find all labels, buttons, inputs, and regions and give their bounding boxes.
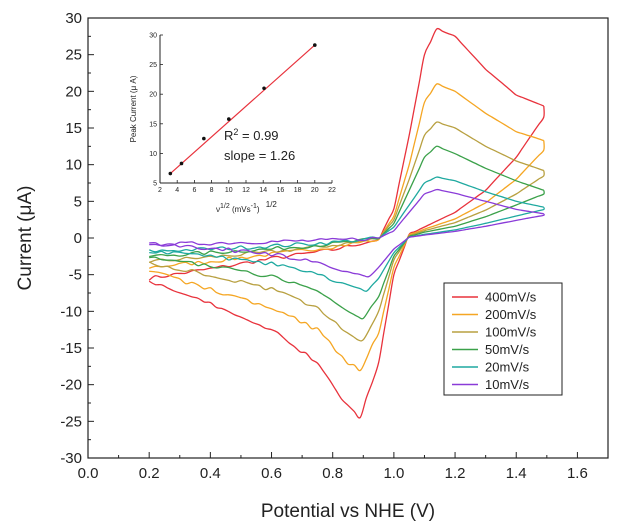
inset-x-tick-label: 16 xyxy=(277,187,285,194)
cv-curve-10mv-s-reverse xyxy=(149,213,545,278)
inset-data-point xyxy=(179,161,184,166)
y-tick-label: 5 xyxy=(74,193,82,210)
y-axis: -30 -25 -20 -15 -10 -5 0 5 10 15 20 25 30 xyxy=(60,10,94,467)
x-tick-label: 1.2 xyxy=(445,465,466,482)
inset-r2-annotation: R2 = 0.99 xyxy=(224,127,279,143)
inset-y-tick-label: 15 xyxy=(149,121,157,128)
cv-curve-20mv-s-forward xyxy=(148,176,544,253)
inset-x-tick-label: 20 xyxy=(311,187,319,194)
y-tick-label: 20 xyxy=(65,83,82,100)
inset-data-point xyxy=(227,117,231,121)
inset-x-tick-label: 10 xyxy=(225,187,233,194)
y-tick-label: 30 xyxy=(65,10,82,27)
cv-curve-200mv-s-reverse xyxy=(149,140,545,372)
y-tick-label: -25 xyxy=(60,413,82,430)
cv-curve-50mv-s-reverse xyxy=(149,190,545,320)
inset-x-axis-title-part: -1 xyxy=(251,203,257,210)
inset-x-tick-label: 14 xyxy=(259,187,267,194)
inset-y-tick-label: 5 xyxy=(153,181,157,188)
inset-x-tick-label: 6 xyxy=(192,187,196,194)
legend-label: 100mV/s xyxy=(485,325,537,340)
y-tick-label: -20 xyxy=(60,377,82,394)
legend-label: 10mV/s xyxy=(485,377,530,392)
x-tick-label: 1.6 xyxy=(567,465,588,482)
legend-label: 400mV/s xyxy=(485,290,537,305)
legend-label: 200mV/s xyxy=(485,307,537,322)
cv-curve-100mv-s-reverse xyxy=(148,170,545,342)
y-tick-label: -30 xyxy=(60,450,82,467)
inset-fit-line xyxy=(169,44,316,174)
x-tick-label: 0.2 xyxy=(139,465,160,482)
inset-slope-annotation: slope = 1.26 xyxy=(224,148,295,163)
y-axis-title: Current (μA) xyxy=(15,186,36,291)
x-tick-label: 1.4 xyxy=(506,465,527,482)
y-tick-label: -15 xyxy=(60,340,82,357)
inset-data-point xyxy=(168,171,173,176)
inset-x-tick-label: 12 xyxy=(242,187,250,194)
inset-x-tick-label: 4 xyxy=(175,187,179,194)
y-tick-label: -10 xyxy=(60,303,82,320)
inset-x-tick-label: 22 xyxy=(328,187,336,194)
legend-label: 50mV/s xyxy=(485,342,530,357)
inset-x-axis-title-part: 1/2 xyxy=(264,200,278,209)
inset-y-tick-label: 25 xyxy=(149,62,157,69)
legend: 400mV/s 200mV/s 100mV/s 50mV/s 20mV/s 10mV/s xyxy=(443,282,563,396)
y-tick-label: -5 xyxy=(69,267,82,284)
y-tick-label: 10 xyxy=(65,157,82,174)
x-tick-label: 0.0 xyxy=(78,465,99,482)
x-tick-label: 0.8 xyxy=(322,465,343,482)
cv-curve-20mv-s-reverse xyxy=(149,207,545,292)
inset-x-axis-title-part: ) xyxy=(257,205,260,214)
inset-data-point xyxy=(262,86,266,91)
legend-label: 20mV/s xyxy=(485,360,530,375)
inset-x-tick-label: 2 xyxy=(158,187,162,194)
legend-box xyxy=(443,282,563,396)
x-axis: 0.0 0.2 0.4 0.6 0.8 1.0 1.2 1.4 1.6 xyxy=(78,452,588,482)
inset-y-tick-label: 20 xyxy=(149,92,157,99)
y-tick-label: 15 xyxy=(65,120,82,137)
inset-x-axis-title-part: ν xyxy=(216,205,220,214)
cv-curves xyxy=(148,27,545,419)
cv-curve-10mv-s-forward xyxy=(149,188,544,247)
y-tick-label: 25 xyxy=(65,47,82,64)
inset-x-tick-label: 8 xyxy=(210,187,214,194)
inset-data-point xyxy=(313,43,317,47)
inset-x-axis-title: ν1/2 (mVs-1) 1/2 xyxy=(216,200,277,214)
inset-r2-value: = 0.99 xyxy=(238,128,278,143)
inset-y-tick-label: 30 xyxy=(149,33,157,40)
inset-x-axis-title-part: (mVs xyxy=(230,205,251,214)
x-tick-label: 1.0 xyxy=(383,465,404,482)
inset-plot: 2 4 6 8 10 12 14 16 18 20 22 5 10 15 20 25 30 Peak Curren… xyxy=(129,33,336,215)
x-axis-title: Potential vs NHE (V) xyxy=(261,501,435,522)
inset-y-tick-label: 10 xyxy=(149,151,157,158)
x-tick-label: 0.4 xyxy=(200,465,221,482)
cv-curve-400mv-s-forward xyxy=(148,27,545,281)
y-tick-label: 0 xyxy=(74,230,82,247)
inset-y-axis-title: Peak Current (μ A) xyxy=(129,75,138,142)
inset-x-tick-label: 18 xyxy=(294,187,302,194)
x-tick-label: 0.6 xyxy=(261,465,282,482)
inset-x-axis-title-part: 1/2 xyxy=(220,203,230,210)
inset-data-point xyxy=(202,136,206,141)
inset-r2-superscript: 2 xyxy=(233,127,238,137)
inset-r2-letter: R xyxy=(224,128,233,143)
